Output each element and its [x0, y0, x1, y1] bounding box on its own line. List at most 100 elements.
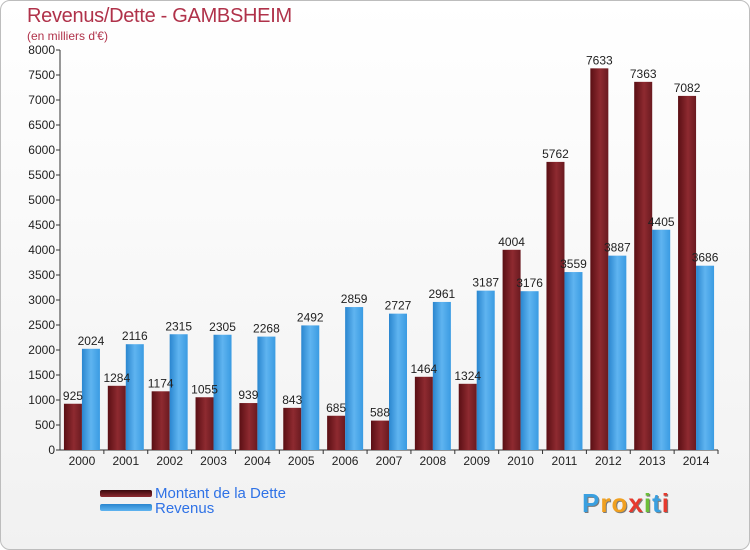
debt-data-label: 7633: [586, 53, 613, 67]
debt-bar: [590, 68, 609, 450]
debt-bar: [634, 81, 653, 450]
chart-subtitle: (en milliers d'€): [27, 29, 108, 43]
revenue-bar: [345, 307, 364, 450]
revenue-data-label: 3176: [516, 276, 543, 290]
debt-data-label: 1055: [191, 382, 218, 396]
revenue-bar: [476, 290, 495, 450]
revenue-data-label: 2116: [122, 329, 148, 343]
x-tick-label: 2013: [639, 454, 666, 468]
x-tick-label: 2009: [463, 454, 490, 468]
revenue-data-label: 3559: [560, 257, 587, 271]
debt-data-label: 1174: [148, 376, 174, 390]
revenue-bar: [652, 229, 671, 450]
logo-letter: r: [600, 488, 612, 518]
y-tick-label: 4500: [28, 218, 55, 232]
revenue-data-label: 2305: [209, 320, 236, 334]
revenue-data-label: 2024: [78, 334, 105, 348]
y-tick-label: 6500: [28, 118, 55, 132]
debt-data-label: 939: [238, 388, 258, 402]
debt-bar: [151, 391, 170, 450]
y-tick-label: 2500: [28, 318, 55, 332]
logo-letter: x: [628, 488, 644, 518]
debt-data-label: 1284: [103, 371, 130, 385]
revenue-bar: [257, 336, 276, 450]
axes: 0 500 1000 1500 2000 2500 3000 3500 4000 4500 5000…: [28, 43, 719, 468]
debt-data-label: 1464: [411, 362, 438, 376]
logo-letter: i: [643, 488, 653, 518]
revenue-data-label: 2315: [165, 319, 192, 333]
revenue-data-label: 3686: [692, 251, 719, 265]
debt-bar: [283, 407, 302, 450]
y-tick-label: 5500: [28, 168, 55, 182]
revenue-data-label: 3187: [472, 276, 499, 290]
x-tick-label: 2005: [288, 454, 315, 468]
revenue-data-label: 2961: [429, 287, 456, 301]
revenue-bar: [520, 291, 539, 450]
revenue-bar: [696, 265, 715, 450]
revenue-bar: [169, 334, 188, 450]
y-tick-label: 500: [35, 418, 55, 432]
revenue-bar: [301, 325, 320, 450]
x-tick-label: 2007: [376, 454, 403, 468]
debt-bar: [239, 403, 258, 450]
y-tick-label: 1000: [28, 393, 55, 407]
debt-data-label: 7363: [630, 67, 657, 81]
y-tick-label: 5000: [28, 193, 55, 207]
debt-data-label: 685: [326, 401, 346, 415]
revenue-bar: [608, 255, 627, 450]
x-tick-label: 2002: [156, 454, 183, 468]
y-tick-label: 8000: [28, 43, 55, 57]
legend-label-debt: Montant de la Dette: [155, 485, 286, 502]
x-tick-label: 2014: [683, 454, 710, 468]
proxiti-logo: Proxiti: [582, 488, 670, 519]
bars: [63, 68, 715, 451]
revenue-bar: [564, 272, 583, 450]
y-tick-label: 1500: [28, 368, 55, 382]
revenue-data-label: 3887: [604, 241, 631, 255]
debt-data-label: 1324: [454, 369, 481, 383]
y-tick-label: 6000: [28, 143, 55, 157]
revenue-data-label: 2859: [341, 292, 368, 306]
debt-bar: [458, 383, 477, 450]
debt-bar: [546, 161, 565, 450]
logo-letter: t: [652, 488, 662, 518]
revenue-bar: [389, 313, 407, 450]
legend-swatch-debt: [100, 490, 152, 497]
revenue-bar: [432, 301, 451, 450]
data-labels: 925 2024 1284 2116 1174 2315 1055 2305 939 2268 84…: [63, 53, 719, 419]
revenue-bar: [81, 348, 100, 450]
y-tick-label: 0: [48, 443, 55, 457]
x-tick-label: 2006: [332, 454, 359, 468]
x-tick-label: 2010: [507, 454, 534, 468]
debt-data-label: 5762: [542, 147, 569, 161]
debt-bar: [63, 403, 82, 450]
revenue-bar: [213, 334, 232, 450]
x-tick-label: 2001: [112, 454, 139, 468]
debt-bar: [195, 397, 214, 450]
legend-label-revenue: Revenus: [155, 500, 215, 517]
chart-title: Revenus/Dette - GAMBSHEIM: [27, 5, 292, 27]
x-tick-label: 2000: [69, 454, 96, 468]
debt-data-label: 7082: [674, 81, 701, 95]
debt-bar: [414, 376, 433, 450]
x-tick-label: 2011: [552, 454, 578, 468]
y-tick-label: 7000: [28, 93, 55, 107]
debt-data-label: 4004: [498, 235, 525, 249]
debt-bar: [678, 95, 697, 451]
revenue-data-label: 4405: [648, 215, 675, 229]
x-tick-label: 2012: [595, 454, 622, 468]
revenue-bar: [125, 344, 144, 450]
logo-letter: o: [611, 488, 629, 518]
y-tick-label: 3000: [28, 293, 55, 307]
x-tick-label: 2004: [244, 454, 271, 468]
revenue-data-label: 2492: [297, 310, 324, 324]
debt-bar: [371, 420, 389, 450]
debt-data-label: 843: [282, 393, 302, 407]
debt-bar: [502, 249, 521, 450]
logo-letter: i: [661, 488, 670, 518]
revenue-data-label: 2268: [253, 322, 280, 336]
debt-data-label: 925: [63, 389, 83, 403]
x-tick-label: 2003: [200, 454, 227, 468]
x-tick-label: 2008: [420, 454, 447, 468]
